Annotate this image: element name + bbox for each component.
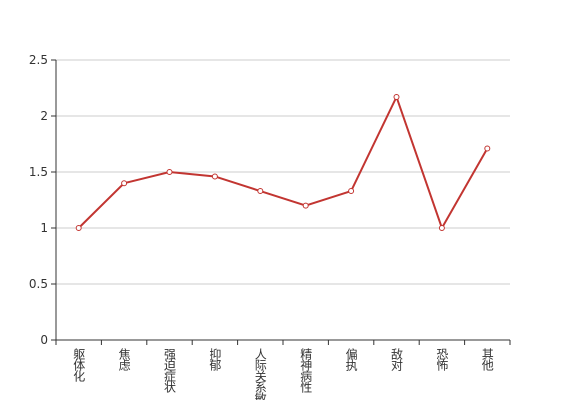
point bbox=[166, 169, 173, 175]
point bbox=[211, 173, 218, 180]
x-tick-label: 焦虑 bbox=[117, 348, 131, 371]
x-tick-label: 强迫症状 bbox=[163, 348, 177, 393]
x-tick-label: 精神病性 bbox=[299, 348, 313, 394]
point bbox=[348, 188, 355, 195]
x-tick-label: 敌对 bbox=[390, 347, 404, 371]
point bbox=[393, 93, 400, 100]
point bbox=[121, 180, 128, 187]
y-tick-label: 1.5 bbox=[29, 165, 48, 179]
point bbox=[484, 145, 491, 152]
point bbox=[75, 225, 82, 231]
y-tick-label: 0.5 bbox=[29, 277, 48, 291]
point bbox=[438, 225, 445, 231]
x-tick-label: 人际关系敏感 bbox=[253, 348, 267, 400]
x-tick-label: 偏执 bbox=[344, 347, 358, 372]
y-tick-label: 2 bbox=[40, 109, 48, 123]
x-tick-label: 抑郁 bbox=[208, 347, 222, 372]
line bbox=[77, 94, 489, 231]
x-tick-label: 恐怖 bbox=[435, 348, 449, 371]
point bbox=[257, 188, 264, 195]
y-tick-label: 0 bbox=[40, 333, 48, 347]
x-tick-label: 躯体化 bbox=[72, 347, 86, 383]
y-tick-label: 1 bbox=[40, 221, 48, 235]
x-tick-label: 其他 bbox=[480, 348, 494, 371]
y-tick-label: 2.5 bbox=[29, 53, 48, 67]
point bbox=[302, 202, 309, 209]
